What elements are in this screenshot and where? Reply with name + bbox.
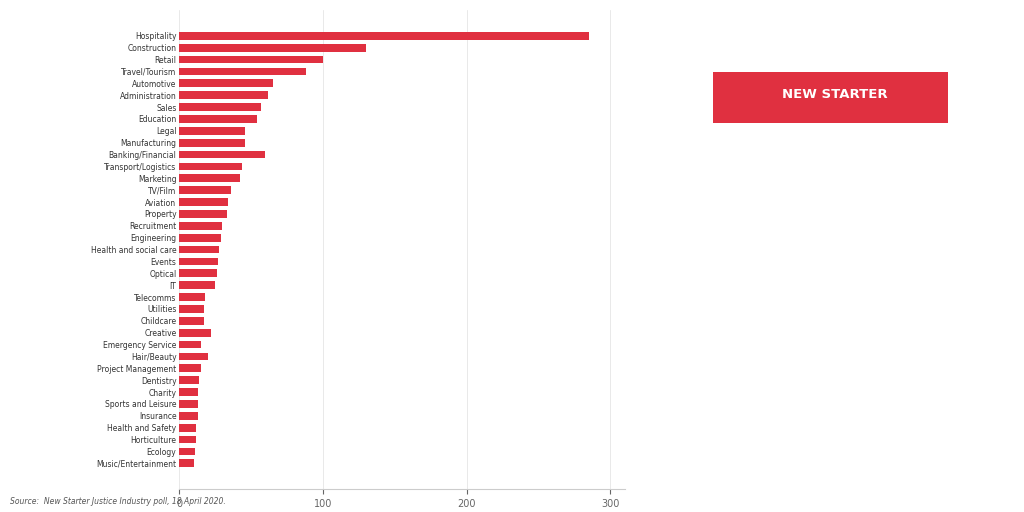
Text: a further 32 sectors took part in this poll, suggesting: a further 32 sectors took part in this p…	[676, 377, 906, 387]
Bar	[179, 400, 198, 408]
Bar	[179, 186, 231, 194]
Bar	[179, 115, 257, 123]
Bar	[179, 79, 272, 87]
Text: An early poll of our members showed that hospitality: An early poll of our members showed that…	[676, 218, 908, 227]
Bar	[179, 258, 218, 265]
Text: J U S T I C E: J U S T I C E	[810, 126, 859, 135]
Bar	[179, 210, 226, 218]
Bar	[179, 198, 228, 206]
Text: Source:  New Starter Justice Industry poll, 18 April 2020.: Source: New Starter Justice Industry pol…	[10, 497, 226, 506]
Text: NEW STARTERS FROM?: NEW STARTERS FROM?	[676, 187, 882, 202]
Bar	[179, 91, 268, 99]
Text: Travel/Tourism (6.7%) and Automotive (5.2%) were: Travel/Tourism (6.7%) and Automotive (5.…	[676, 324, 898, 333]
Bar	[179, 269, 216, 277]
Bar	[179, 412, 198, 420]
Bar	[179, 317, 204, 325]
Bar	[179, 234, 221, 242]
Bar	[179, 376, 200, 384]
Bar	[179, 163, 243, 170]
Text: could be spread across a wide range of sectors.: could be spread across a wide range of s…	[676, 431, 885, 440]
Bar	[179, 282, 215, 289]
Bar	[179, 436, 197, 443]
Bar	[179, 353, 208, 360]
Bar	[179, 44, 366, 52]
Bar	[179, 447, 195, 455]
Bar	[179, 103, 261, 111]
Text: that the economic repercussions of the CJRS loophole: that the economic repercussions of the C…	[676, 404, 910, 413]
Bar	[179, 222, 222, 230]
FancyBboxPatch shape	[714, 72, 948, 123]
Text: the next most affected sectors. But new starters from: the next most affected sectors. But new …	[676, 351, 910, 360]
Bar	[179, 68, 305, 75]
Polygon shape	[790, 36, 880, 64]
Bar	[179, 341, 201, 349]
Text: sector. Construction (10%), Retail (7.7%),: sector. Construction (10%), Retail (7.7%…	[676, 297, 857, 307]
Bar	[179, 365, 201, 372]
Bar	[179, 388, 198, 396]
Text: is the sector with most new starters excluded from: is the sector with most new starters exc…	[676, 244, 898, 253]
Bar	[179, 459, 194, 467]
Bar	[179, 127, 246, 135]
Text: the CJRS—22% of respondents were from that: the CJRS—22% of respondents were from th…	[676, 271, 877, 280]
FancyBboxPatch shape	[819, 61, 850, 74]
Bar	[179, 329, 211, 336]
Bar	[179, 293, 205, 301]
Text: WHAT SECTORS ARE: WHAT SECTORS ARE	[676, 161, 858, 176]
Bar	[179, 175, 240, 182]
Bar	[179, 151, 265, 158]
Bar	[179, 305, 204, 313]
Bar	[179, 56, 323, 63]
Bar	[179, 424, 197, 432]
Text: NEW STARTER: NEW STARTER	[781, 88, 888, 101]
Bar	[179, 32, 589, 40]
Bar	[179, 139, 246, 146]
Bar	[179, 246, 219, 253]
